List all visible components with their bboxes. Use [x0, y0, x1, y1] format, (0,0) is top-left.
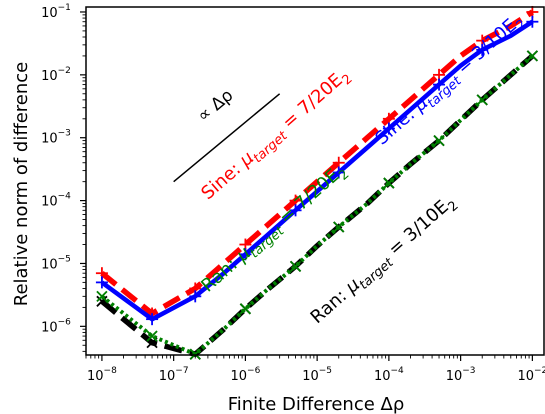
data-point-marker	[146, 330, 158, 342]
data-point-marker	[332, 166, 345, 179]
data-point-marker	[433, 134, 445, 147]
data-point-marker	[96, 295, 108, 307]
x-tick-label: 10−2	[517, 366, 545, 384]
x-tick-label: 10−4	[374, 366, 404, 384]
data-point-marker	[239, 248, 252, 261]
data-point-marker	[146, 313, 159, 326]
data-point-marker	[433, 78, 446, 91]
data-point-marker	[526, 15, 539, 28]
x-tick-layer: 10−8 10−7 10−6 10−5 10−4 10−3 10−2	[85, 355, 545, 384]
y-axis-label: Relative norm of difference	[11, 62, 32, 307]
x-axis-label: Finite Difference Δρ	[228, 394, 405, 414]
data-point-marker	[239, 303, 252, 315]
axes-frame	[85, 6, 545, 356]
y-tick-label: 10−1	[41, 3, 71, 21]
reference-slope-line	[173, 93, 281, 183]
x-tick-label: 10−5	[302, 366, 332, 384]
data-point-marker	[382, 122, 395, 135]
data-point-marker	[289, 260, 302, 272]
y-tick-layer: 10−6 10−5 10−4 10−3 10−2 10−1	[41, 3, 86, 352]
data-point-marker	[476, 43, 489, 56]
data-point-marker	[189, 348, 201, 360]
data-point-marker	[96, 290, 108, 302]
y-tick-label: 10−2	[41, 66, 71, 84]
x-tick-label: 10−8	[87, 366, 117, 384]
y-tick-label: 10−5	[41, 254, 71, 272]
data-point-marker	[383, 177, 395, 189]
x-tick-label: 10−3	[446, 366, 476, 384]
series-layer	[95, 5, 539, 360]
data-point-marker	[289, 204, 302, 217]
data-point-marker	[476, 94, 488, 106]
y-tick-label: 10−3	[41, 129, 71, 147]
series-line	[100, 9, 534, 317]
x-tick-label: 10−7	[159, 366, 189, 384]
x-tick-label: 10−6	[230, 366, 260, 384]
data-point-marker	[189, 290, 202, 303]
data-point-marker	[333, 221, 345, 233]
data-point-marker	[526, 50, 539, 62]
data-point-marker	[95, 276, 108, 289]
y-tick-label: 10−4	[41, 192, 71, 210]
y-tick-label: 10−6	[41, 317, 71, 335]
